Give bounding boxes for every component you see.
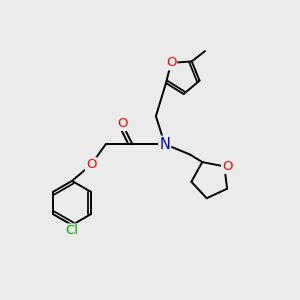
Text: N: N [159,136,170,152]
Text: O: O [166,56,176,69]
Text: O: O [86,158,96,171]
Text: O: O [222,160,232,173]
Text: O: O [117,117,127,130]
Text: Cl: Cl [65,224,79,238]
